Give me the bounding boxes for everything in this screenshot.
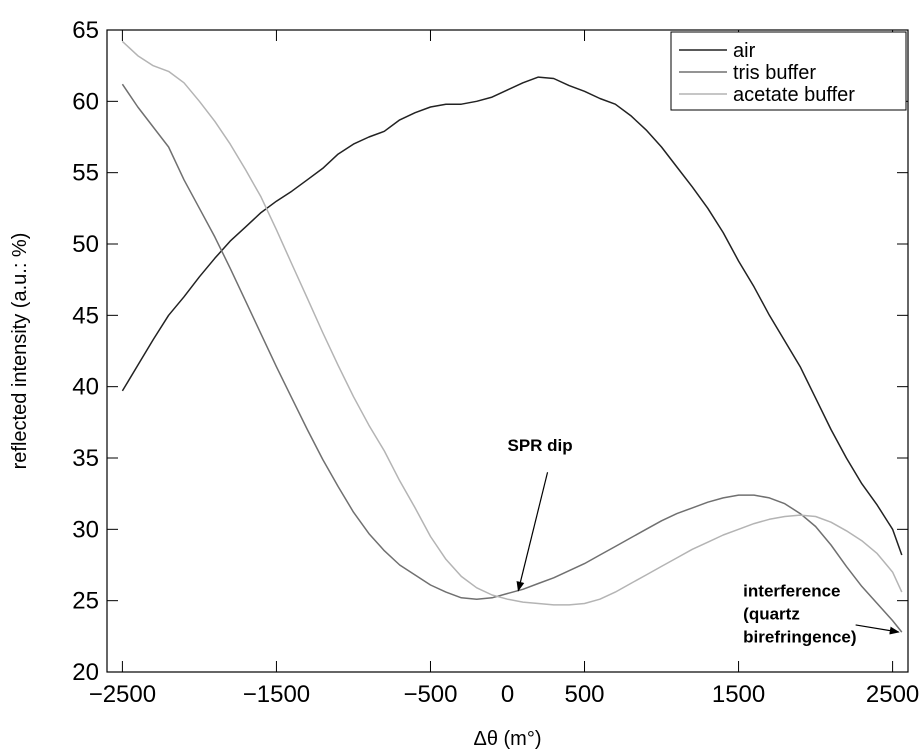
x-tick-label: 1500 xyxy=(712,681,765,708)
annotation-text-spr-dip: SPR dip xyxy=(508,436,573,455)
legend-label-air: air xyxy=(733,40,756,62)
x-tick-label: −2500 xyxy=(89,681,156,708)
series-line-acetate-buffer xyxy=(121,40,903,606)
y-tick-label: 30 xyxy=(72,516,99,543)
annotation-arrow-interference xyxy=(855,624,900,635)
y-tick-label: 65 xyxy=(72,17,99,44)
annotation-text-interference: (quartz xyxy=(743,604,800,623)
x-tick-label: −1500 xyxy=(243,681,310,708)
x-axis-title: Δθ (m°) xyxy=(473,728,541,750)
y-tick-labels: 20 25 30 35 40 45 50 55 60 65 xyxy=(72,17,99,686)
tick-marks xyxy=(107,29,908,673)
legend-label-acetate-buffer: acetate buffer xyxy=(733,84,855,106)
y-tick-label: 45 xyxy=(72,302,99,329)
x-tick-label: 0 xyxy=(501,681,514,708)
y-tick-label: 35 xyxy=(72,445,99,472)
y-tick-label: 50 xyxy=(72,231,99,258)
series-line-air xyxy=(121,76,903,556)
series-line-tris-buffer xyxy=(121,83,903,633)
annotation-text-interference: interference xyxy=(743,581,840,600)
x-tick-labels: −2500 −1500 −500 500 1500 2500 0 xyxy=(89,681,920,708)
legend-label-tris-buffer: tris buffer xyxy=(733,62,816,84)
legend-box xyxy=(670,31,907,111)
y-tick-label: 55 xyxy=(72,160,99,187)
y-tick-label: 40 xyxy=(72,374,99,401)
series-lines xyxy=(121,40,903,633)
y-tick-label: 25 xyxy=(72,588,99,615)
x-tick-label: −500 xyxy=(403,681,457,708)
x-tick-label: 500 xyxy=(564,681,604,708)
annotation-text-interference: birefringence) xyxy=(743,627,856,646)
axes xyxy=(106,29,909,673)
annotation-arrow-spr-dip xyxy=(516,472,549,592)
y-tick-label: 60 xyxy=(72,88,99,115)
y-axis-title: reflected intensity (a.u.: %) xyxy=(9,233,31,470)
annotations: SPR dip interference (quartz birefringence) xyxy=(508,436,900,646)
x-tick-label: 2500 xyxy=(866,681,919,708)
plot-frame xyxy=(106,29,909,673)
y-tick-label: 20 xyxy=(72,659,99,686)
